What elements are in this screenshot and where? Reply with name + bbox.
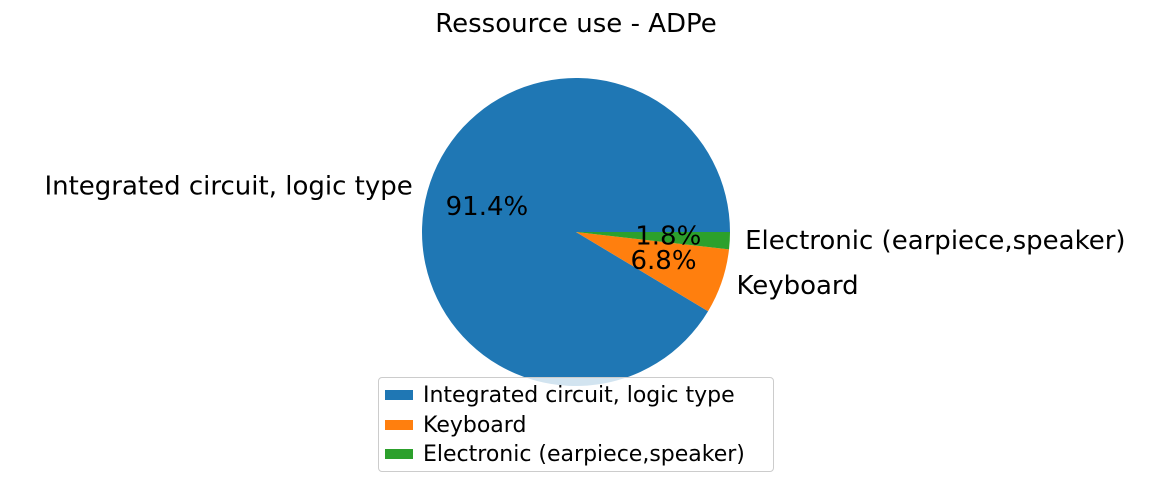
pie-slices	[421, 78, 730, 387]
category-label-electronic: Electronic (earpiece,speaker)	[745, 226, 1125, 256]
legend-label-keyboard: Keyboard	[423, 412, 527, 438]
legend-label-integrated-circuit: Integrated circuit, logic type	[423, 382, 735, 408]
percent-label-keyboard: 6.8%	[630, 246, 696, 276]
category-label-keyboard: Keyboard	[736, 271, 858, 301]
category-label-integrated-circuit: Integrated circuit, logic type	[44, 171, 412, 201]
legend-label-electronic: Electronic (earpiece,speaker)	[423, 441, 745, 467]
pie-slice-integrated-circuit	[421, 78, 730, 387]
chart-title: Ressource use - ADPe	[435, 9, 717, 39]
pie-slice-keyboard	[576, 232, 730, 312]
legend-item-keyboard: Keyboard	[385, 411, 526, 439]
legend-item-electronic: Electronic (earpiece,speaker)	[385, 440, 745, 468]
legend-swatch-integrated-circuit	[385, 390, 413, 400]
chart-legend: Integrated circuit, logic type Keyboard …	[378, 377, 774, 472]
pie-slice-electronic	[576, 232, 730, 250]
percent-label-electronic: 1.8%	[635, 222, 701, 252]
legend-swatch-keyboard	[385, 420, 413, 430]
percent-label-integrated-circuit: 91.4%	[446, 192, 529, 222]
pie-labels: Integrated circuit, logic type 91.4% Keybo…	[44, 171, 1125, 301]
legend-item-integrated-circuit: Integrated circuit, logic type	[385, 381, 735, 409]
legend-swatch-electronic	[385, 449, 413, 459]
